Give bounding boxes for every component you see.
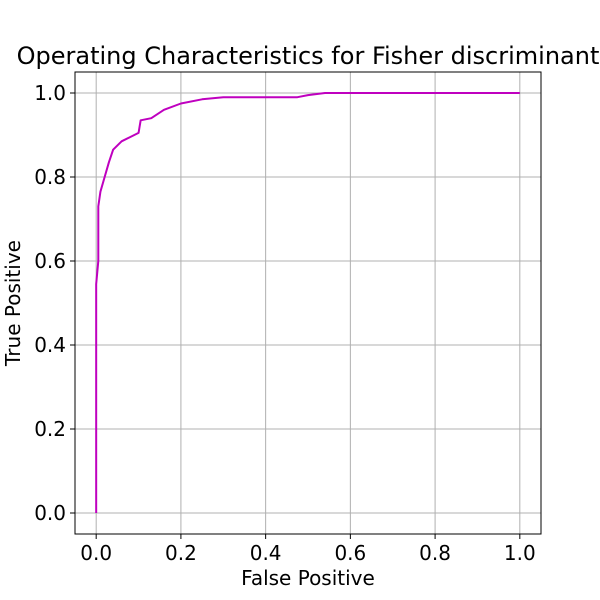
x-tick-label: 0.6 xyxy=(334,541,366,565)
x-tick-label: 0.4 xyxy=(250,541,282,565)
y-tick-label: 0.6 xyxy=(34,249,66,273)
x-tick-label: 0.0 xyxy=(80,541,112,565)
series-layer xyxy=(95,92,520,513)
x-tick-label: 0.2 xyxy=(165,541,197,565)
y-axis-label: True Positive xyxy=(1,240,25,367)
ticks: 0.0 0.2 0.4 0.6 0.8 1.0 0.0 0.2 0.4 0.6 0.8 1.0 xyxy=(34,81,536,565)
chart-title: Operating Characteristics for Fisher dis… xyxy=(17,42,600,70)
x-tick-label: 0.8 xyxy=(419,541,451,565)
y-tick-label: 0.8 xyxy=(34,165,66,189)
grid xyxy=(75,72,541,534)
y-tick-label: 0.4 xyxy=(34,333,66,357)
roc-curve-line xyxy=(95,92,520,513)
y-tick-label: 1.0 xyxy=(34,81,66,105)
x-tick-label: 1.0 xyxy=(504,541,536,565)
plot-frame xyxy=(74,71,542,535)
y-tick-label: 0.0 xyxy=(34,501,66,525)
x-axis-label: False Positive xyxy=(241,566,375,590)
y-tick-label: 0.2 xyxy=(34,417,66,441)
